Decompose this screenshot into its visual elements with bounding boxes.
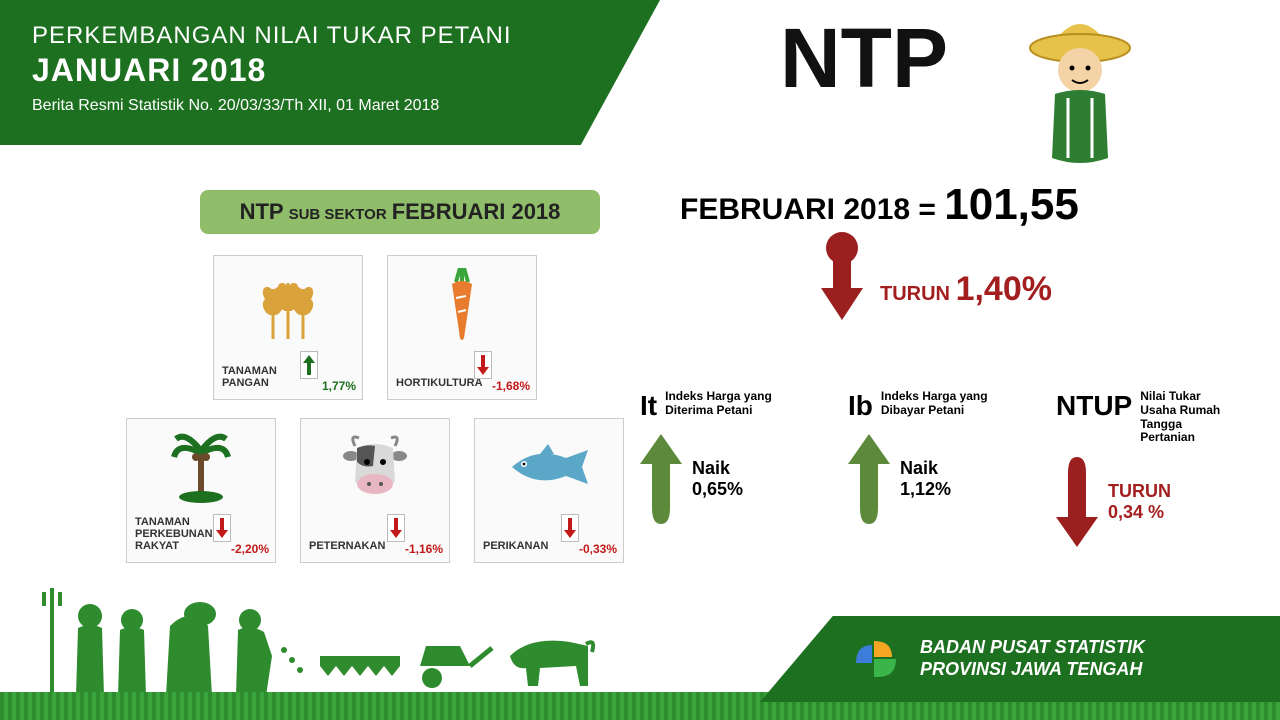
headline-number: 101,55	[944, 180, 1079, 229]
card-perikanan: PERIKANAN -0,33%	[474, 418, 624, 563]
index-desc: Indeks Harga yang Dibayar Petani	[881, 390, 1028, 418]
header-banner: PERKEMBANGAN NILAI TUKAR PETANI JANUARI …	[0, 0, 660, 145]
card-label: HORTIKULTURA	[388, 377, 468, 389]
subsector-title: NTP SUB SEKTOR FEBRUARI 2018	[200, 190, 600, 234]
index-code: It	[640, 390, 657, 422]
indices-row: It Indeks Harga yang Diterima Petani Nai…	[640, 390, 1236, 547]
subsector-cards: TANAMAN PANGAN 1,77% HORTIKULTURA -1,68%	[120, 255, 630, 581]
carrot-icon	[388, 266, 536, 341]
footer-silhouettes-icon	[40, 586, 600, 696]
index-change: Naik 0,65%	[692, 458, 743, 500]
card-tanaman-pangan: TANAMAN PANGAN 1,77%	[213, 255, 363, 400]
index-change: Naik 1,12%	[900, 458, 951, 500]
index-code: Ib	[848, 390, 873, 422]
index-ntup: NTUP Nilai Tukar Usaha Rumah Tangga Pert…	[1056, 390, 1236, 547]
down-arrow-icon	[1056, 457, 1098, 547]
headline-value: FEBRUARI 2018 = 101,55	[680, 180, 1079, 230]
footer-org: BADAN PUSAT STATISTIK PROVINSI JAWA TENG…	[920, 637, 1145, 680]
header-title: PERKEMBANGAN NILAI TUKAR PETANI	[32, 22, 628, 50]
cow-icon	[301, 429, 449, 504]
up-arrow-icon	[848, 434, 890, 524]
header-month: JANUARI 2018	[32, 52, 628, 89]
index-desc: Nilai Tukar Usaha Rumah Tangga Pertanian	[1140, 390, 1236, 445]
main-change-label: TURUN	[880, 283, 950, 305]
headline-prefix: FEBRUARI 2018 =	[680, 193, 944, 226]
card-pct: 1,77%	[322, 379, 356, 393]
palm-icon	[127, 429, 275, 504]
card-pct: -2,20%	[231, 542, 269, 556]
card-label: TANAMAN PANGAN	[214, 365, 294, 389]
header-subtitle: Berita Resmi Statistik No. 20/03/33/Th X…	[32, 97, 628, 115]
card-perkebunan: TANAMAN PERKEBUNAN RAKYAT -2,20%	[126, 418, 276, 563]
card-label: PETERNAKAN	[301, 540, 381, 552]
farmer-icon	[1020, 8, 1140, 168]
main-change-text: TURUN 1,40%	[880, 270, 1052, 309]
card-pct: -0,33%	[579, 542, 617, 556]
card-label: TANAMAN PERKEBUNAN RAKYAT	[127, 516, 207, 552]
main-change-value: 1,40%	[956, 270, 1052, 308]
wheat-icon	[214, 266, 362, 341]
down-arrow-icon	[387, 514, 405, 542]
fish-icon	[475, 429, 623, 504]
index-change: TURUN 0,34 %	[1108, 481, 1171, 523]
footer-badge: BADAN PUSAT STATISTIK PROVINSI JAWA TENG…	[760, 616, 1280, 702]
up-arrow-icon	[640, 434, 682, 524]
down-arrow-icon	[561, 514, 579, 542]
card-pct: -1,16%	[405, 542, 443, 556]
down-arrow-icon	[474, 351, 492, 379]
down-arrow-icon	[213, 514, 231, 542]
card-hortikultura: HORTIKULTURA -1,68%	[387, 255, 537, 400]
subsector-mid: SUB SEKTOR	[289, 206, 387, 223]
subsector-prefix: NTP	[240, 199, 284, 224]
index-code: NTUP	[1056, 390, 1132, 422]
ntp-label: NTP	[780, 10, 948, 107]
main-change-arrow-icon	[815, 232, 869, 322]
bps-logo-icon	[850, 633, 902, 685]
footer: BADAN PUSAT STATISTIK PROVINSI JAWA TENG…	[0, 580, 1280, 720]
card-label: PERIKANAN	[475, 540, 555, 552]
card-pct: -1,68%	[492, 379, 530, 393]
index-ib: Ib Indeks Harga yang Dibayar Petani Naik…	[848, 390, 1028, 547]
index-desc: Indeks Harga yang Diterima Petani	[665, 390, 820, 418]
card-peternakan: PETERNAKAN -1,16%	[300, 418, 450, 563]
up-arrow-icon	[300, 351, 318, 379]
subsector-suffix: FEBRUARI 2018	[392, 199, 561, 224]
index-it: It Indeks Harga yang Diterima Petani Nai…	[640, 390, 820, 547]
